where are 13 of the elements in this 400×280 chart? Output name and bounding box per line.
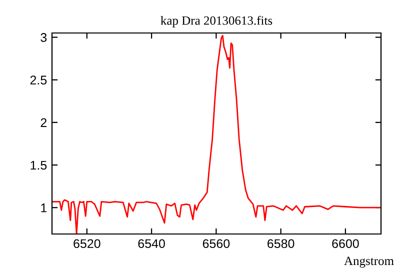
x-tick-label: 6560 <box>202 239 230 248</box>
x-tick-label: 6520 <box>74 239 100 248</box>
x-tick-label: 6600 <box>332 239 359 248</box>
chart-title: kap Dra 20130613.fits <box>160 16 272 28</box>
y-tick-label: 1 <box>41 204 47 212</box>
y-tick-label: 2.5 <box>30 76 47 84</box>
x-axis-title: Angstrom <box>344 256 394 268</box>
y-tick-label: 2 <box>40 118 47 127</box>
y-tick-label: 3 <box>40 33 47 42</box>
x-tick-label: 6580 <box>268 239 294 248</box>
x-tick-label: 6540 <box>138 239 165 248</box>
line-series <box>52 34 381 234</box>
y-tick-label: 1.5 <box>30 160 47 170</box>
